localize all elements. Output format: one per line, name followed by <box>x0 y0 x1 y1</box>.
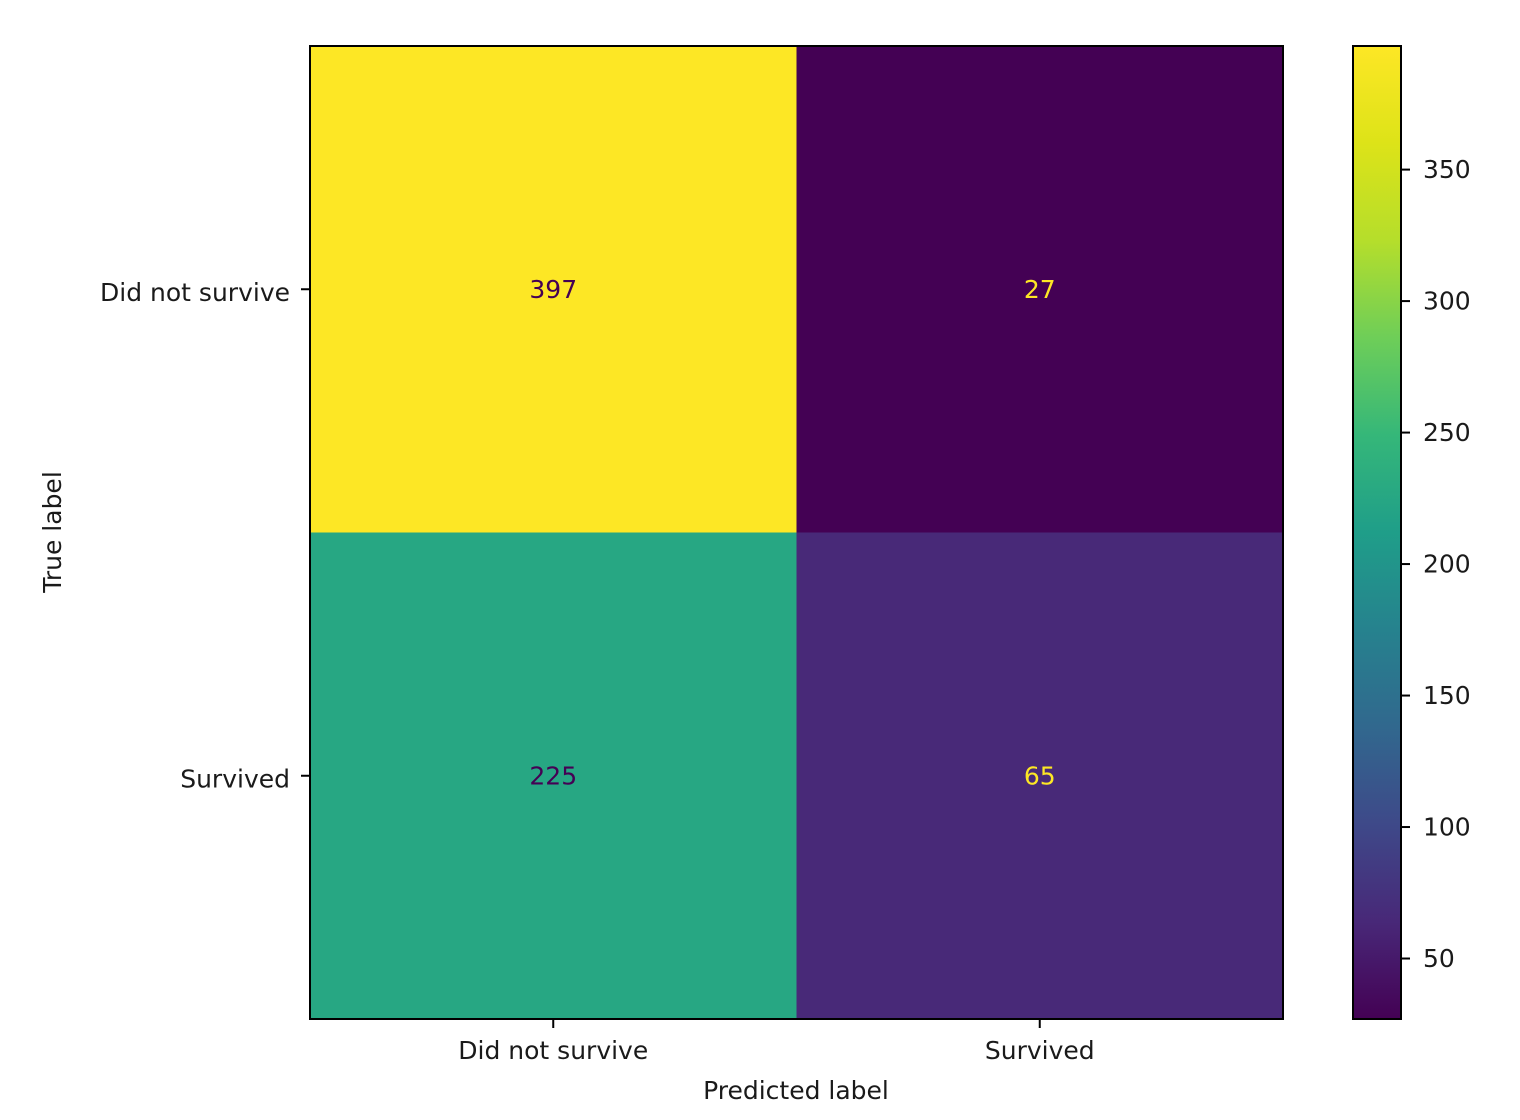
colorbar-tick-label: 200 <box>1423 550 1471 579</box>
colorbar-ticks: 50 100 150 200 250 300 350 <box>1401 155 1471 973</box>
colorbar <box>1352 45 1402 1020</box>
matrix-cell <box>310 532 797 1020</box>
y-tick-label: Did not survive <box>100 278 290 307</box>
x-axis-title: Predicted label <box>703 1076 889 1105</box>
colorbar-tick-label: 300 <box>1423 287 1471 316</box>
matrix-cell <box>310 46 797 533</box>
colorbar-tick-label: 100 <box>1423 813 1471 842</box>
matrix-cell-value: 225 <box>529 761 577 790</box>
x-tick-label: Did not survive <box>458 1036 648 1065</box>
matrix-cell <box>796 532 1284 1020</box>
colorbar-tick-label: 150 <box>1423 681 1471 710</box>
x-axis-ticks: Did not survive Survived <box>458 1019 1095 1065</box>
matrix-cells <box>310 46 1284 1020</box>
matrix-cell-value: 397 <box>529 275 577 304</box>
colorbar-tick-label: 50 <box>1423 944 1455 973</box>
plot-frame <box>309 45 1284 1020</box>
y-tick-label: Survived <box>180 764 290 793</box>
matrix-cell-labels: 397 27 225 65 <box>529 275 1055 791</box>
matrix-cell-value: 27 <box>1024 275 1056 304</box>
matrix-cell <box>796 46 1284 533</box>
matrix-cell-value: 65 <box>1024 761 1056 790</box>
y-axis-ticks: Did not survive Survived <box>100 278 310 793</box>
y-axis-title: True label <box>38 471 67 594</box>
x-tick-label: Survived <box>985 1036 1095 1065</box>
colorbar-tick-label: 350 <box>1423 155 1471 184</box>
colorbar-tick-label: 250 <box>1423 418 1471 447</box>
